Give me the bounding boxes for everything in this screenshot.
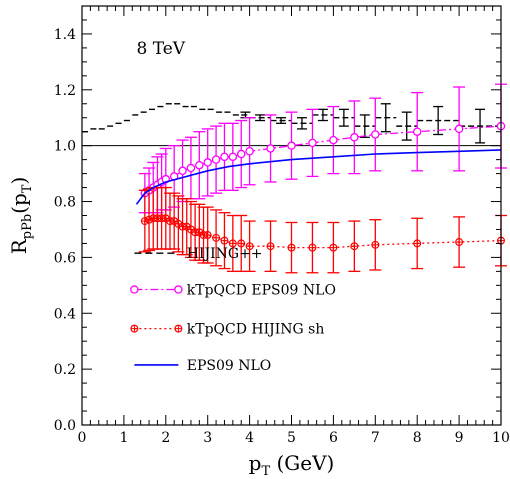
x-tick-label: 1 (119, 430, 128, 446)
eps09-point (220, 152, 229, 162)
legend-marker-eps09 (174, 285, 183, 294)
legend: HIJING++ kTpQCD EPS09 NLO kTpQCD HIJING sh… (130, 246, 336, 374)
legend-label: HIJING++ (187, 246, 263, 262)
eps09-point (211, 155, 221, 164)
eps09-point (236, 149, 246, 159)
eps09-point (329, 135, 338, 145)
legend-label: EPS09 NLO (187, 358, 272, 374)
axis-ticks (81, 5, 502, 426)
x-tick-label: 9 (455, 430, 464, 446)
x-tick-label: 8 (413, 430, 422, 446)
y-tick-label: 0.2 (54, 362, 76, 378)
eps09-point (186, 163, 196, 173)
x-tick-label: 0 (78, 430, 87, 446)
y-tick-label: 1.2 (54, 83, 76, 99)
y-tick-label: 1.0 (54, 139, 76, 155)
nlo-line (135, 149, 502, 205)
legend-item: EPS09 NLO (134, 358, 271, 374)
eps09-point (308, 138, 317, 148)
x-tick-label: 6 (329, 430, 338, 446)
y-tick-label: 0.0 (54, 418, 76, 434)
legend-item: HIJING++ (134, 246, 263, 262)
plot-content (82, 83, 507, 274)
eps09-point (371, 130, 380, 139)
y-tick-label: 0.6 (54, 250, 76, 266)
legend-item: kTpQCD HIJING sh (130, 322, 325, 338)
y-tick-label: 0.4 (54, 306, 76, 322)
legend-label: kTpQCD HIJING sh (187, 322, 325, 338)
y-tick-label: 0.8 (54, 195, 76, 211)
legend-label: kTpQCD EPS09 NLO (187, 283, 336, 299)
x-tick-label: 3 (203, 430, 212, 446)
eps09-point (228, 152, 238, 162)
y-tick-label: 1.4 (54, 27, 76, 43)
eps09-point (245, 147, 254, 156)
legend-item: kTpQCD EPS09 NLO (130, 283, 336, 299)
series-hijing-sh (138, 186, 507, 274)
x-tick-label: 10 (492, 430, 510, 446)
x-tick-label: 5 (287, 430, 296, 446)
eps09-point (178, 166, 187, 176)
x-tick-labels: 0 1 2 3 4 5 6 7 8 9 10 (78, 430, 510, 446)
eps09-point (350, 133, 359, 142)
eps09-point (203, 158, 212, 167)
x-tick-label: 7 (371, 430, 380, 446)
x-tick-label: 2 (161, 430, 170, 446)
y-tick-labels: 0.0 0.2 0.4 0.6 0.8 1.0 1.2 1.4 (54, 27, 76, 434)
eps09-point (287, 141, 296, 150)
eps09-point (454, 124, 464, 134)
eps09-point (195, 160, 204, 170)
energy-annotation: 8 TeV (136, 39, 185, 59)
eps09-point (266, 144, 275, 153)
series-eps09 (138, 83, 507, 214)
x-tick-label: 4 (245, 430, 254, 446)
legend-marker-eps09 (130, 285, 139, 294)
x-axis-label: pT (GeV) (249, 451, 335, 479)
series-nlo (135, 149, 502, 205)
y-axis-label: RpPb(pT) (7, 177, 35, 255)
eps09-line (144, 125, 502, 194)
eps09-point (412, 127, 422, 136)
